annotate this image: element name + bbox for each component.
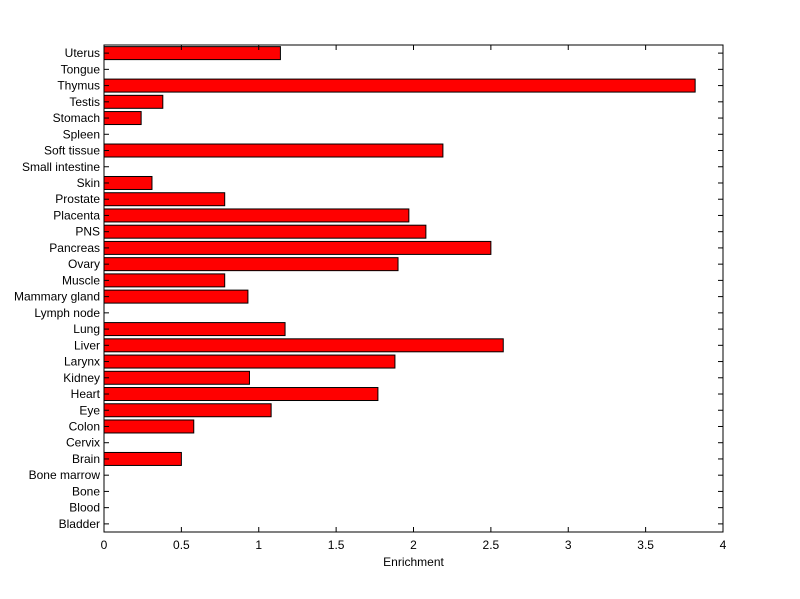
bar-larynx (103, 354, 396, 369)
y-tick-label-pns: PNS (75, 225, 100, 239)
bar-thymus (103, 78, 696, 93)
plot-frame (103, 44, 724, 533)
y-tick-label-thymus: Thymus (57, 79, 100, 93)
bar-liver (103, 338, 504, 353)
y-tick-label-placenta: Placenta (53, 208, 100, 222)
y-tick-label-bladder: Bladder (59, 517, 100, 531)
y-tick-label-pancreas: Pancreas (49, 241, 100, 255)
y-tick-label-testis: Testis (69, 95, 100, 109)
y-tick-label-uterus: Uterus (65, 46, 100, 60)
y-tick-label-mammary-gland: Mammary gland (14, 290, 100, 304)
bar-pns (103, 224, 427, 239)
y-tick-label-eye: Eye (79, 403, 100, 417)
bar-pancreas (103, 240, 492, 255)
tick-marks (103, 45, 724, 532)
y-tick-label-liver: Liver (74, 338, 100, 352)
x-tick-label: 3.5 (637, 538, 654, 552)
bar-kidney (103, 370, 250, 385)
x-axis-label: Enrichment (383, 555, 444, 569)
bar-soft-tissue (103, 143, 444, 158)
x-tick-label: 3 (565, 538, 572, 552)
y-tick-label-kidney: Kidney (63, 371, 100, 385)
y-tick-label-larynx: Larynx (64, 355, 100, 369)
y-tick-label-bone-marrow: Bone marrow (29, 468, 101, 482)
bar-colon (103, 419, 195, 434)
bar-ovary (103, 257, 399, 272)
y-tick-label-stomach: Stomach (53, 111, 100, 125)
x-tick-label: 1.5 (328, 538, 345, 552)
bar-testis (103, 94, 164, 109)
x-tick-labels: 0 0.5 1 1.5 2 2.5 3 3.5 4 (101, 538, 727, 552)
y-tick-label-muscle: Muscle (62, 273, 100, 287)
bar-stomach (103, 111, 142, 126)
y-tick-label-bone: Bone (72, 484, 100, 498)
bar-skin (103, 175, 153, 190)
y-tick-label-tongue: Tongue (61, 62, 101, 76)
y-tick-label-heart: Heart (71, 387, 101, 401)
bar-muscle (103, 273, 226, 288)
x-tick-label: 0 (101, 538, 108, 552)
y-tick-label-blood: Blood (69, 501, 100, 515)
y-tick-label-cervix: Cervix (66, 436, 100, 450)
y-tick-label-prostate: Prostate (55, 192, 100, 206)
bar-heart (103, 387, 379, 402)
y-tick-label-brain: Brain (72, 452, 100, 466)
x-tick-label: 2 (410, 538, 417, 552)
x-tick-label: 0.5 (173, 538, 190, 552)
y-tick-label-lung: Lung (73, 322, 100, 336)
y-tick-label-skin: Skin (77, 176, 100, 190)
x-tick-label: 4 (720, 538, 727, 552)
bar-placenta (103, 208, 410, 223)
y-tick-label-soft-tissue: Soft tissue (44, 144, 100, 158)
bar-brain (103, 451, 182, 466)
x-tick-label: 2.5 (483, 538, 500, 552)
bar-mammary-gland (103, 289, 249, 304)
y-tick-labels: Uterus Tongue Thymus Testis Stomach Spleen Sof… (14, 46, 101, 531)
bar-lung (103, 322, 286, 337)
bars-group (103, 46, 696, 466)
x-tick-label: 1 (255, 538, 262, 552)
y-tick-label-colon: Colon (69, 419, 100, 433)
y-tick-label-small-intestine: Small intestine (22, 160, 100, 174)
bar-prostate (103, 192, 226, 207)
y-tick-label-spleen: Spleen (63, 127, 100, 141)
bar-eye (103, 403, 272, 418)
y-tick-label-lymph-node: Lymph node (34, 306, 100, 320)
bar-uterus (103, 46, 281, 61)
y-tick-label-ovary: Ovary (68, 257, 100, 271)
